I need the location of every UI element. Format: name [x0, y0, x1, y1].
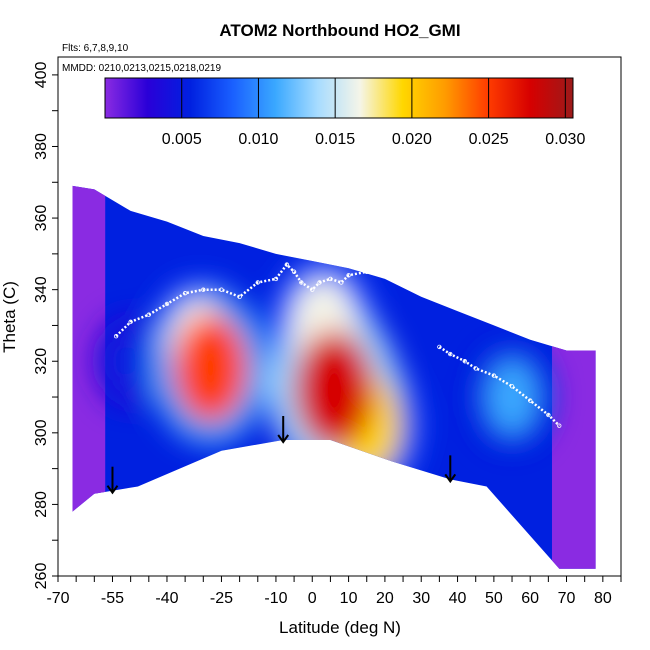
- field-blobs: [94, 258, 554, 496]
- profile-arrow-head: [277, 434, 290, 444]
- flight-track-point: [299, 280, 304, 285]
- flight-track-point: [462, 359, 468, 364]
- flight-track-point: [346, 273, 351, 278]
- x-tick-label: 60: [521, 590, 539, 607]
- flight-track-point: [219, 287, 224, 292]
- flight-track-point: [557, 423, 562, 428]
- y-axis: 260 280 300 320 340 360 380 400: [33, 61, 58, 589]
- colorbar-tick-label: 0.015: [315, 131, 355, 148]
- flight-track: [113, 262, 562, 428]
- y-tick-label: 400: [33, 61, 50, 88]
- flight-track-point: [382, 273, 388, 278]
- flight-track-point: [255, 280, 260, 285]
- flight-track-point: [546, 412, 551, 418]
- y-tick-label: 380: [33, 133, 50, 160]
- flight-track-point: [364, 269, 369, 274]
- x-tick-label: 70: [558, 590, 576, 607]
- profile-arrow: [444, 455, 457, 484]
- x-axis: -70 -55 -40 -25 -10 0 10 20 30 40 50 60 70 80: [46, 576, 622, 607]
- colorbar: 0.005 0.010 0.015 0.020 0.025 0.030: [104, 77, 585, 148]
- flight-track-point: [201, 287, 206, 292]
- flight-track-point: [273, 276, 279, 282]
- x-tick-label: 50: [485, 590, 503, 607]
- flight-track-point: [448, 351, 453, 357]
- flight-track-point: [339, 280, 344, 285]
- x-tick-label: 30: [412, 590, 430, 607]
- x-tick-label: -55: [101, 590, 124, 607]
- flight-track-point: [491, 373, 497, 378]
- flight-track-point: [164, 301, 170, 307]
- x-axis-label: Latitude (deg N): [279, 618, 401, 637]
- flight-track-point: [509, 384, 515, 389]
- field-blob: [486, 359, 539, 436]
- colorbar-tick-label: 0.010: [238, 131, 278, 148]
- field-blob: [173, 313, 248, 424]
- flight-track-point: [473, 366, 478, 371]
- y-tick-label: 300: [33, 419, 50, 446]
- flight-track-point: [291, 269, 297, 274]
- chart-subtitle-flights: Flts: 6,7,8,9,10: [62, 43, 129, 54]
- flight-track-point: [310, 287, 315, 292]
- flight-track-point: [437, 344, 442, 350]
- profile-arrow: [277, 415, 290, 444]
- chart-subtitle-dates: MMDD: 0210,0213,0215,0218,0219: [62, 63, 221, 74]
- y-tick-label: 360: [33, 205, 50, 232]
- x-tick-label: -70: [46, 590, 69, 607]
- x-tick-label: -10: [264, 590, 287, 607]
- flight-track-point: [328, 276, 333, 282]
- y-tick-label: 280: [33, 491, 50, 518]
- colorbar-tick-label: 0.005: [162, 131, 202, 148]
- x-tick-label: -40: [155, 590, 178, 607]
- y-axis-label: Theta (C): [0, 281, 19, 353]
- flight-track-point: [284, 262, 290, 267]
- flight-track-point: [113, 333, 119, 339]
- profile-arrow-head: [444, 473, 457, 484]
- flight-track-point: [128, 319, 133, 325]
- field-blob: [293, 330, 375, 450]
- flight-track-point: [182, 291, 188, 296]
- flight-track-point: [237, 294, 242, 300]
- y-tick-label: 260: [33, 563, 50, 590]
- profile-arrow: [106, 466, 119, 495]
- flight-track-point: [527, 398, 533, 403]
- flight-track-point: [317, 280, 322, 285]
- plot-frame: [57, 56, 622, 577]
- x-tick-label: 20: [376, 590, 394, 607]
- flight-track-point: [146, 312, 152, 317]
- y-tick-label: 320: [33, 348, 50, 375]
- field-blob: [107, 328, 154, 395]
- x-tick-label: 0: [308, 590, 317, 607]
- x-tick-label: 10: [340, 590, 358, 607]
- x-tick-label: 80: [594, 590, 612, 607]
- field-edge-south: [72, 185, 106, 569]
- colorbar-tick-label: 0.025: [469, 131, 509, 148]
- y-tick-label: 340: [33, 276, 50, 303]
- chart-title: ATOM2 Northbound HO2_GMI: [219, 21, 460, 40]
- colorbar-tick-label: 0.020: [392, 131, 432, 148]
- profile-arrow-head: [106, 485, 119, 495]
- colorbar-gradient: [104, 77, 574, 119]
- colorbar-tick-label: 0.030: [545, 131, 585, 148]
- x-tick-label: -25: [210, 590, 233, 607]
- profile-arrows: [106, 415, 457, 495]
- x-tick-label: 40: [449, 590, 467, 607]
